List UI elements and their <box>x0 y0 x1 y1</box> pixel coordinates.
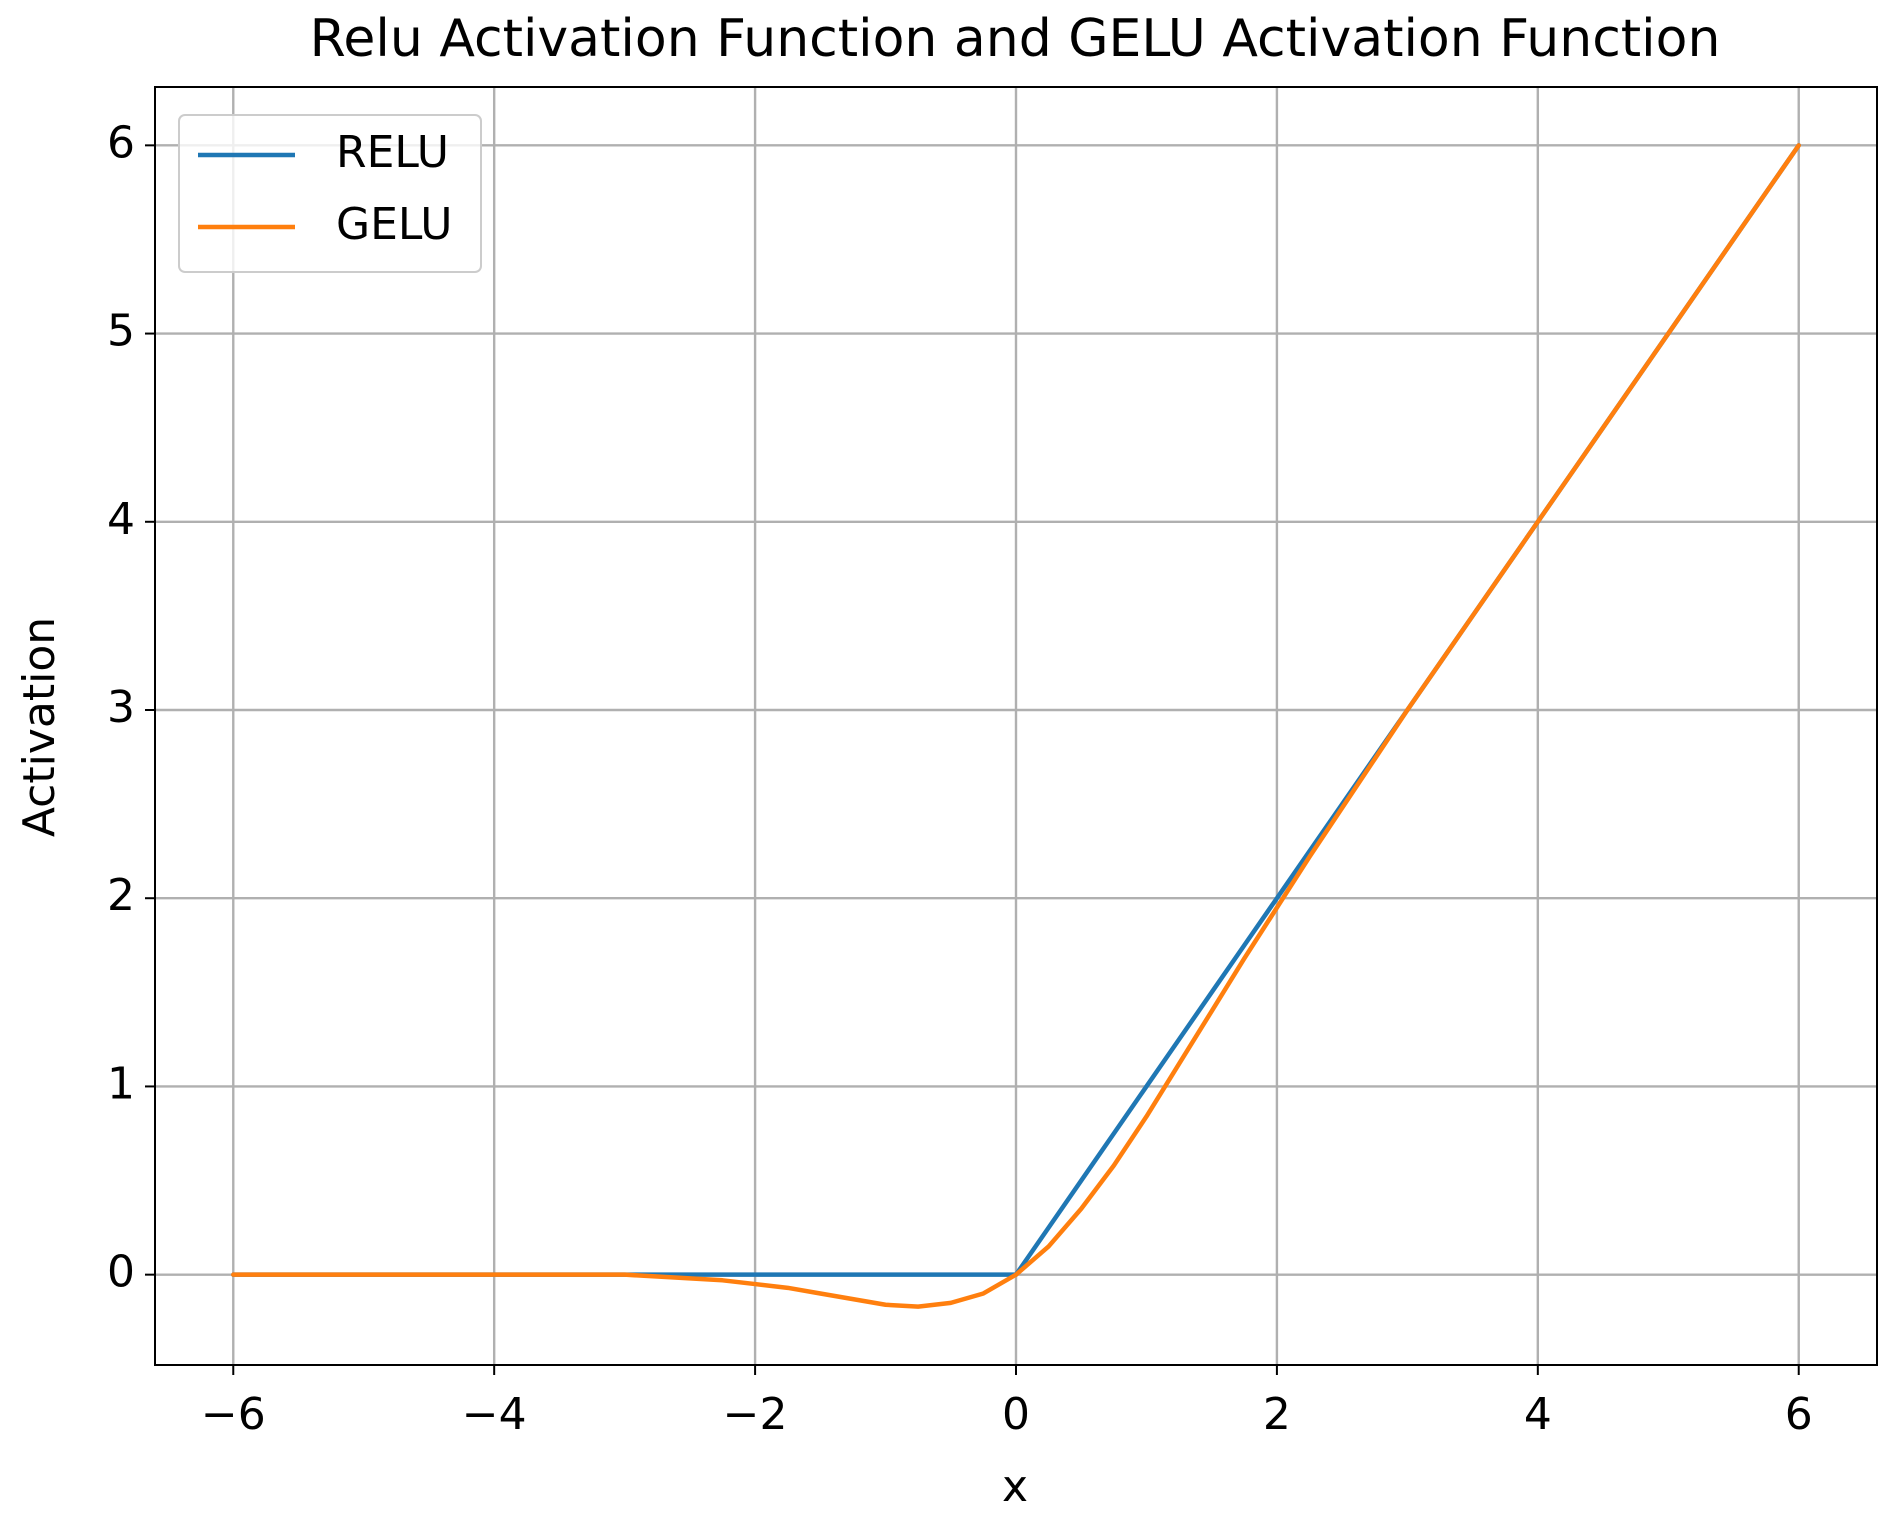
x-axis-label: x <box>1002 1461 1028 1512</box>
x-tick-label: −2 <box>723 1389 788 1440</box>
y-axis-label: Activation <box>14 617 65 837</box>
x-tick-label: 4 <box>1524 1389 1552 1440</box>
y-tick-label: 4 <box>107 494 135 545</box>
x-tick-label: −6 <box>201 1389 266 1440</box>
y-tick-label: 1 <box>107 1058 135 1109</box>
y-tick-label: 6 <box>107 117 135 168</box>
x-tick-label: 6 <box>1785 1389 1813 1440</box>
chart-title: Relu Activation Function and GELU Activa… <box>310 9 1721 69</box>
x-tick-label: 0 <box>1002 1389 1030 1440</box>
y-tick-label: 2 <box>107 870 135 921</box>
plot-frame <box>154 86 1878 1366</box>
legend-label: GELU <box>336 199 452 250</box>
x-tick-label: 2 <box>1263 1389 1291 1440</box>
y-tick-label: 0 <box>107 1247 135 1298</box>
series-line <box>231 143 1801 1309</box>
y-tick-label: 5 <box>107 306 135 357</box>
y-tick-label: 3 <box>107 682 135 733</box>
x-tick-label: −4 <box>462 1389 527 1440</box>
legend-label: RELU <box>336 127 449 178</box>
